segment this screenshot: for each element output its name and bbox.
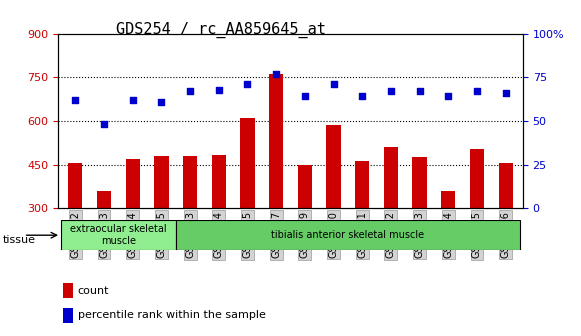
Bar — [355, 161, 370, 208]
Bar — [241, 118, 254, 208]
Bar — [269, 74, 284, 208]
Bar — [125, 159, 140, 208]
Point — [329, 82, 338, 87]
Bar — [183, 156, 198, 208]
Point — [300, 94, 310, 99]
Bar — [63, 283, 73, 298]
Text: percentile rank within the sample: percentile rank within the sample — [78, 310, 266, 320]
Text: count: count — [78, 286, 109, 296]
Bar — [211, 155, 226, 208]
Point — [157, 99, 166, 104]
Bar — [327, 125, 340, 208]
Bar — [97, 191, 111, 208]
Bar — [470, 149, 484, 208]
Point — [99, 122, 109, 127]
Point — [472, 89, 482, 94]
Text: GDS254 / rc_AA859645_at: GDS254 / rc_AA859645_at — [116, 22, 326, 38]
Point — [386, 89, 396, 94]
Point — [415, 89, 424, 94]
Text: extraocular skeletal
muscle: extraocular skeletal muscle — [70, 224, 167, 246]
Point — [214, 87, 224, 92]
Point — [501, 90, 510, 96]
Text: tissue: tissue — [3, 235, 36, 245]
Point — [444, 94, 453, 99]
Bar — [68, 163, 83, 208]
Bar — [413, 157, 427, 208]
Text: tibialis anterior skeletal muscle: tibialis anterior skeletal muscle — [271, 230, 425, 240]
Bar — [498, 163, 513, 208]
FancyBboxPatch shape — [175, 220, 520, 250]
Point — [243, 82, 252, 87]
Point — [71, 97, 80, 103]
Point — [128, 97, 137, 103]
FancyBboxPatch shape — [61, 220, 175, 250]
Bar — [63, 308, 73, 323]
Point — [185, 89, 195, 94]
Bar — [297, 165, 312, 208]
Bar — [383, 147, 398, 208]
Point — [357, 94, 367, 99]
Bar — [154, 156, 168, 208]
Bar — [441, 192, 456, 208]
Point — [271, 71, 281, 77]
